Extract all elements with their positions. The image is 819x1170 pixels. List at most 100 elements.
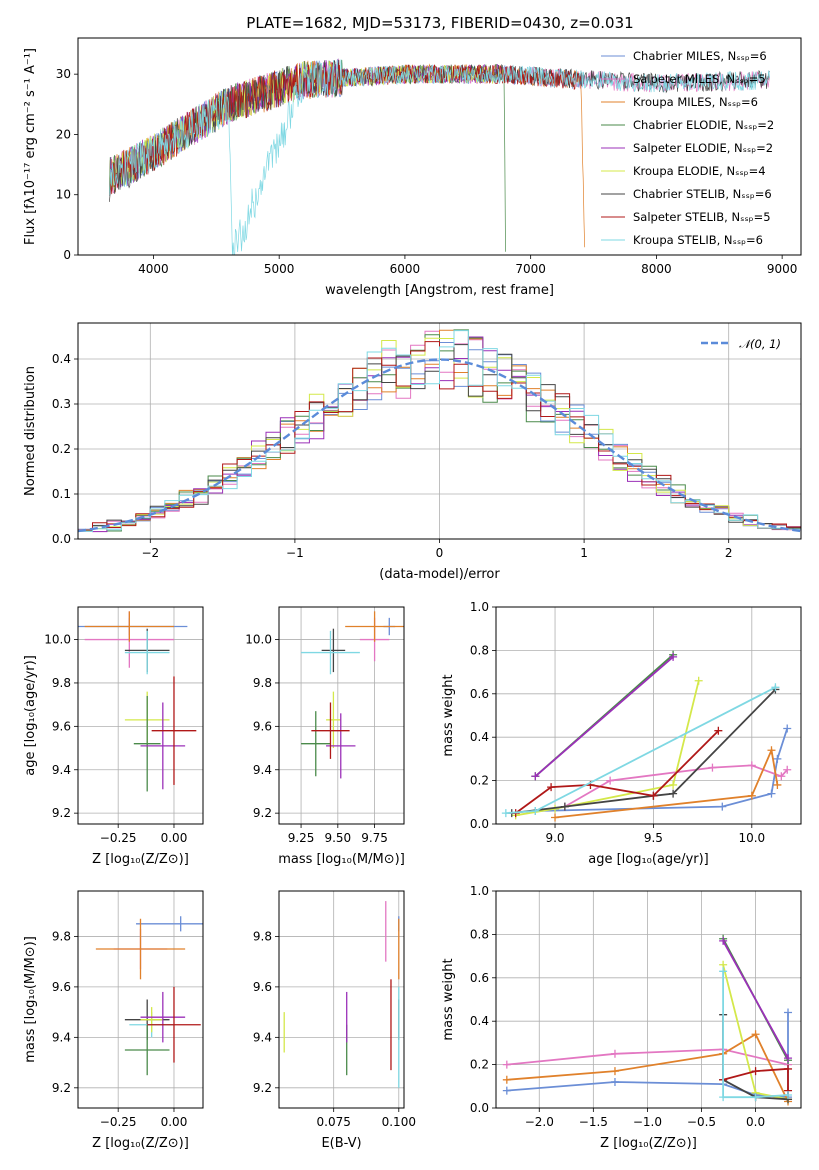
series-line xyxy=(109,59,770,202)
weight-point xyxy=(784,1064,793,1073)
y-tick-label: 9.2 xyxy=(253,1081,272,1095)
plot-area xyxy=(501,650,792,822)
weight-point xyxy=(719,1093,728,1102)
y-tick-label: 10 xyxy=(56,188,71,202)
weight-series-line xyxy=(722,1067,789,1091)
x-tick-label: 0.0 xyxy=(746,1115,765,1129)
figure-title: PLATE=1682, MJD=53173, FIBERID=0430, z=0… xyxy=(246,14,633,32)
legend-label: 𝒩(0, 1) xyxy=(739,337,781,351)
axes-frame xyxy=(77,606,204,825)
y-tick-label: 0.6 xyxy=(470,687,489,701)
y-tick-label: 0.3 xyxy=(52,397,71,411)
weight-point xyxy=(718,802,727,811)
legend-label: Kroupa ELODIE, Nₛₛₚ=4 xyxy=(633,164,766,178)
weight-point xyxy=(610,1077,619,1086)
weight-point xyxy=(751,1093,760,1102)
y-axis-label: Flux [fλ10⁻¹⁷ erg cm⁻² s⁻¹ A⁻¹] xyxy=(23,48,38,245)
x-tick-label: −1.0 xyxy=(633,1115,662,1129)
weight-series-line xyxy=(722,971,789,1099)
y-tick-label: 1.0 xyxy=(470,600,489,614)
weight-point xyxy=(610,1049,619,1058)
weight-series-line xyxy=(722,940,789,1059)
y-tick-label: 9.2 xyxy=(253,806,272,820)
weight-point xyxy=(773,754,782,763)
histogram-series xyxy=(78,337,801,532)
histogram-series xyxy=(78,330,801,532)
x-axis-label: mass [log₁₀(M/M⊙)] xyxy=(278,852,405,867)
x-tick-label: −1 xyxy=(286,546,304,560)
y-tick-label: 9.2 xyxy=(52,806,71,820)
y-tick-label: 9.8 xyxy=(253,676,272,690)
plot-area xyxy=(301,611,404,779)
x-tick-label: 0.100 xyxy=(382,1115,416,1129)
y-tick-label: 9.6 xyxy=(52,719,71,733)
weight-point xyxy=(531,772,540,781)
weight-point xyxy=(560,802,569,811)
y-tick-label: 9.6 xyxy=(253,719,272,733)
axes-frame xyxy=(495,890,802,1109)
series-line xyxy=(109,59,586,248)
plot-area xyxy=(283,901,400,1088)
plot-area xyxy=(95,916,203,1076)
x-tick-label: 0.00 xyxy=(161,831,188,845)
weight-point xyxy=(771,683,780,692)
weight-point xyxy=(747,761,756,770)
weight-point xyxy=(502,1060,511,1069)
weight-point xyxy=(551,813,560,822)
panel-age_vs_Z: −0.25 0.00 9.2 9.4 9.6 9.8 10.0 Z [log₁₀(Z/Z⊙)]… xyxy=(23,606,204,867)
weight-point xyxy=(767,746,776,755)
x-tick-label: −2 xyxy=(141,546,159,560)
normal-reference-curve xyxy=(78,358,801,533)
weight-point xyxy=(708,763,717,772)
weight-series-line xyxy=(515,680,700,817)
x-tick-label: 2 xyxy=(725,546,733,560)
weight-point xyxy=(751,1067,760,1076)
legend-label: Salpeter ELODIE, Nₛₛₚ=2 xyxy=(633,141,773,155)
weight-point xyxy=(669,652,678,661)
y-tick-label: 9.8 xyxy=(52,676,71,690)
y-axis-label: Normed distribution xyxy=(23,366,38,496)
y-tick-label: 0.4 xyxy=(52,352,71,366)
legend-label: Kroupa STELIB, Nₛₛₚ=6 xyxy=(633,233,763,247)
x-tick-label: −0.25 xyxy=(100,1115,137,1129)
x-tick-label: 6000 xyxy=(390,262,421,276)
y-axis-label: mass weight xyxy=(441,674,456,756)
x-axis-label: age [log₁₀(age/yr)] xyxy=(588,852,709,867)
weight-point xyxy=(784,1008,793,1017)
weight-point xyxy=(606,776,615,785)
x-tick-label: 0.075 xyxy=(317,1115,351,1129)
y-tick-label: 0.4 xyxy=(470,730,489,744)
legend-label: Kroupa MILES, Nₛₛₚ=6 xyxy=(633,95,758,109)
y-tick-label: 10.0 xyxy=(245,633,272,647)
plot-area xyxy=(78,329,801,533)
y-tick-label: 0.2 xyxy=(52,442,71,456)
weight-point xyxy=(502,1075,511,1084)
x-tick-label: 4000 xyxy=(138,262,169,276)
x-tick-label: 9.75 xyxy=(361,831,388,845)
weight-point xyxy=(610,1067,619,1076)
y-tick-label: 0.6 xyxy=(470,971,489,985)
y-tick-label: 20 xyxy=(56,127,71,141)
y-tick-label: 1.0 xyxy=(470,884,489,898)
plots-layer: 4000 5000 6000 7000 8000 90000102030wavelengt… xyxy=(23,37,802,1151)
x-axis-label: (data-model)/error xyxy=(379,567,500,582)
y-tick-label: 9.4 xyxy=(253,1030,272,1044)
x-tick-label: 9.25 xyxy=(288,831,315,845)
x-tick-label: 9.50 xyxy=(324,831,351,845)
x-tick-label: −0.5 xyxy=(687,1115,716,1129)
weight-point xyxy=(719,967,728,976)
x-axis-label: Z [log₁₀(Z/Z⊙)] xyxy=(92,1136,189,1151)
weight-point xyxy=(783,765,792,774)
y-tick-label: 9.8 xyxy=(253,929,272,943)
weight-point xyxy=(784,1054,793,1063)
weight-series-line xyxy=(506,1048,789,1066)
y-tick-label: 0.0 xyxy=(470,817,489,831)
axes-frame xyxy=(77,322,802,540)
x-tick-label: 8000 xyxy=(641,262,672,276)
y-tick-label: 0.2 xyxy=(470,774,489,788)
y-axis-label: mass weight xyxy=(441,958,456,1040)
x-tick-label: −0.25 xyxy=(100,831,137,845)
weight-point xyxy=(502,1086,511,1095)
legend-label: Chabrier ELODIE, Nₛₛₚ=2 xyxy=(633,118,774,132)
x-tick-label: 9000 xyxy=(767,262,798,276)
